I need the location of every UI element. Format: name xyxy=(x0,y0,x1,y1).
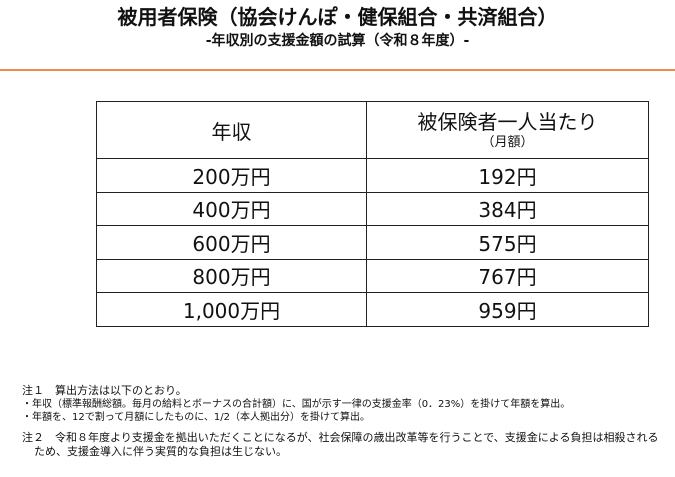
table-row: 1,000万円 959円 xyxy=(96,292,649,327)
column-header-amount-sublabel: （月額） xyxy=(481,134,534,150)
amount-cell: 767円 xyxy=(366,258,649,293)
page-title: 被用者保険（協会けんぽ・健保組合・共済組合） xyxy=(117,5,558,29)
table-row: 200万円 192円 xyxy=(96,158,649,193)
income-cell: 600万円 xyxy=(96,225,367,260)
table-row: 400万円 384円 xyxy=(96,191,649,226)
table-row: 800万円 767円 xyxy=(96,258,649,293)
income-cell: 1,000万円 xyxy=(96,292,367,327)
note-1-title: 注１ 算出方法は以下のとおり。 xyxy=(22,384,187,397)
support-amount-table: 年収 被保険者一人当たり （月額） 200万円 192円 400万円 384円 … xyxy=(96,101,649,327)
amount-cell: 575円 xyxy=(366,225,649,260)
income-cell: 400万円 xyxy=(96,191,367,226)
amount-cell: 192円 xyxy=(366,158,649,193)
income-cell: 200万円 xyxy=(96,158,367,193)
amount-cell: 959円 xyxy=(366,292,649,327)
amount-cell: 384円 xyxy=(366,191,649,226)
divider-line xyxy=(0,69,675,71)
table-header-row: 年収 被保険者一人当たり （月額） xyxy=(96,101,649,159)
page-subtitle: -年収別の支援金額の試算（令和８年度）- xyxy=(205,33,470,49)
table-row: 600万円 575円 xyxy=(96,225,649,260)
notes-section: 注１ 算出方法は以下のとおり。 ・年収（標準報酬総額。毎月の給料とボーナスの合計… xyxy=(22,384,662,459)
note-1-bullet: ・年額を、12で割って月額にしたものに、1/2（本人拠出分）を掛けて算出。 xyxy=(22,412,371,423)
income-cell: 800万円 xyxy=(96,258,367,293)
column-header-amount-label: 被保険者一人当たり xyxy=(417,109,598,134)
note-1-bullet: ・年収（標準報酬総額。毎月の給料とボーナスの合計額）に、国が示す一律の支援金率（… xyxy=(22,399,571,410)
note-2: 注２ 令和８年度より支援金を拠出いただくことになるが、社会保障の歳出改革等を行う… xyxy=(22,431,659,458)
column-header-amount: 被保険者一人当たり （月額） xyxy=(366,101,649,159)
column-header-income: 年収 xyxy=(96,101,367,159)
